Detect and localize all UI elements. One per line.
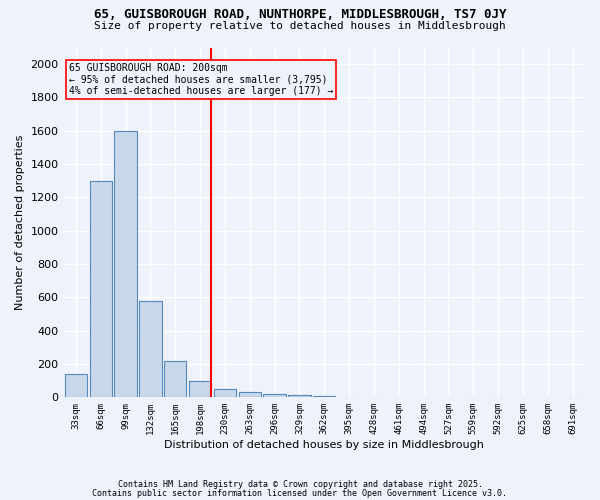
Text: Contains HM Land Registry data © Crown copyright and database right 2025.: Contains HM Land Registry data © Crown c… bbox=[118, 480, 482, 489]
Text: Contains public sector information licensed under the Open Government Licence v3: Contains public sector information licen… bbox=[92, 490, 508, 498]
Text: 65, GUISBOROUGH ROAD, NUNTHORPE, MIDDLESBROUGH, TS7 0JY: 65, GUISBOROUGH ROAD, NUNTHORPE, MIDDLES… bbox=[94, 8, 506, 20]
Text: 65 GUISBOROUGH ROAD: 200sqm
← 95% of detached houses are smaller (3,795)
4% of s: 65 GUISBOROUGH ROAD: 200sqm ← 95% of det… bbox=[69, 63, 333, 96]
Text: Size of property relative to detached houses in Middlesbrough: Size of property relative to detached ho… bbox=[94, 21, 506, 31]
Bar bbox=[139, 300, 161, 398]
Bar bbox=[338, 396, 360, 398]
Bar bbox=[115, 131, 137, 398]
Bar bbox=[214, 389, 236, 398]
Bar bbox=[288, 395, 311, 398]
X-axis label: Distribution of detached houses by size in Middlesbrough: Distribution of detached houses by size … bbox=[164, 440, 484, 450]
Bar bbox=[65, 374, 87, 398]
Bar bbox=[239, 392, 261, 398]
Bar bbox=[313, 396, 335, 398]
Bar bbox=[189, 380, 211, 398]
Bar bbox=[164, 360, 187, 398]
Bar bbox=[263, 394, 286, 398]
Bar bbox=[89, 181, 112, 398]
Y-axis label: Number of detached properties: Number of detached properties bbox=[15, 134, 25, 310]
